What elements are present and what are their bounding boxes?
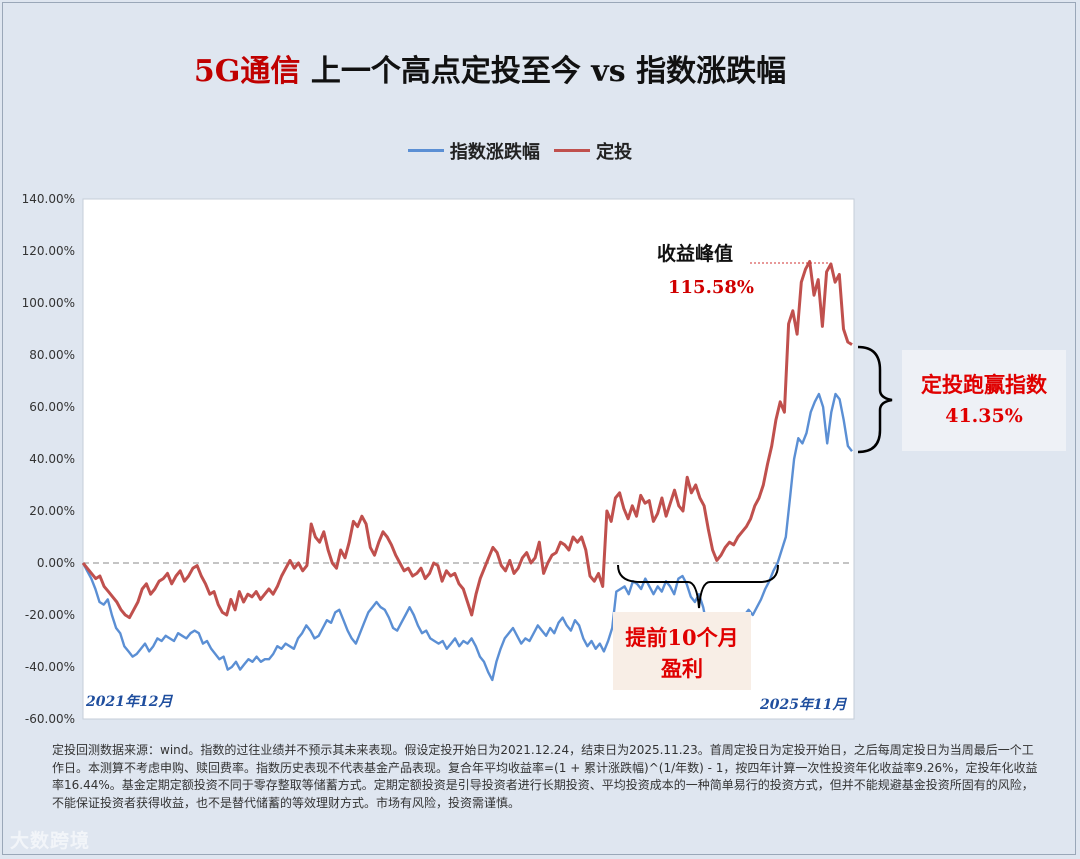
legend-label-index: 指数涨跌幅: [449, 141, 540, 163]
y-tick-label: 80.00%: [29, 348, 75, 362]
early-profit-label: 盈利: [660, 656, 703, 681]
x-start-label: 2021年12月: [85, 693, 173, 710]
y-axis-ticks: 140.00% 120.00% 100.00% 80.00% 60.00% 40.00% 2…: [22, 192, 75, 726]
beat-index-value: 41.35%: [945, 405, 1023, 427]
footnote: 定投回测数据来源：wind。指数的过往业绩并不预示其未来表现。假设定投开始日为2…: [52, 743, 1038, 810]
legend-label-dca: 定投: [596, 141, 633, 163]
y-tick-label: -60.00%: [25, 712, 75, 726]
chart-title-rest: 上一个高点定投至今 vs 指数涨跌幅: [300, 54, 787, 89]
right-brace: [857, 345, 893, 454]
chart-title: 5G通信 上一个高点定投至今 vs 指数涨跌幅: [0, 46, 980, 90]
bottom-brace: [617, 564, 779, 609]
legend-item-dca: 定投: [554, 138, 632, 164]
chart-title-accent: 5G通信: [193, 54, 301, 89]
early-profit-box: [613, 612, 751, 690]
y-tick-label: -40.00%: [25, 660, 75, 674]
peak-value: 115.58%: [668, 277, 754, 298]
peak-title: 收益峰值: [657, 242, 733, 265]
y-tick-label: 140.00%: [22, 192, 75, 206]
y-tick-label: 60.00%: [29, 400, 75, 414]
beat-index-box: [902, 350, 1066, 451]
y-tick-label: 20.00%: [29, 504, 75, 518]
legend-swatch-index: [407, 149, 444, 152]
y-tick-label: 120.00%: [22, 244, 75, 258]
watermark: 大数跨境: [10, 830, 91, 852]
y-tick-label: 0.00%: [37, 556, 75, 570]
beat-index-text: 定投跑赢指数: [921, 372, 1048, 397]
legend-item-index: 指数涨跌幅: [407, 138, 540, 164]
early-profit-text: 提前10个月: [625, 625, 738, 650]
y-tick-label: 100.00%: [22, 296, 75, 310]
series-line-dca: [81, 259, 853, 620]
y-tick-label: -20.00%: [25, 608, 75, 622]
x-end-label: 2025年11月: [759, 696, 847, 713]
legend-swatch-dca: [554, 149, 591, 152]
y-tick-label: 40.00%: [29, 452, 75, 466]
legend: 指数涨跌幅 定投: [0, 136, 1040, 164]
